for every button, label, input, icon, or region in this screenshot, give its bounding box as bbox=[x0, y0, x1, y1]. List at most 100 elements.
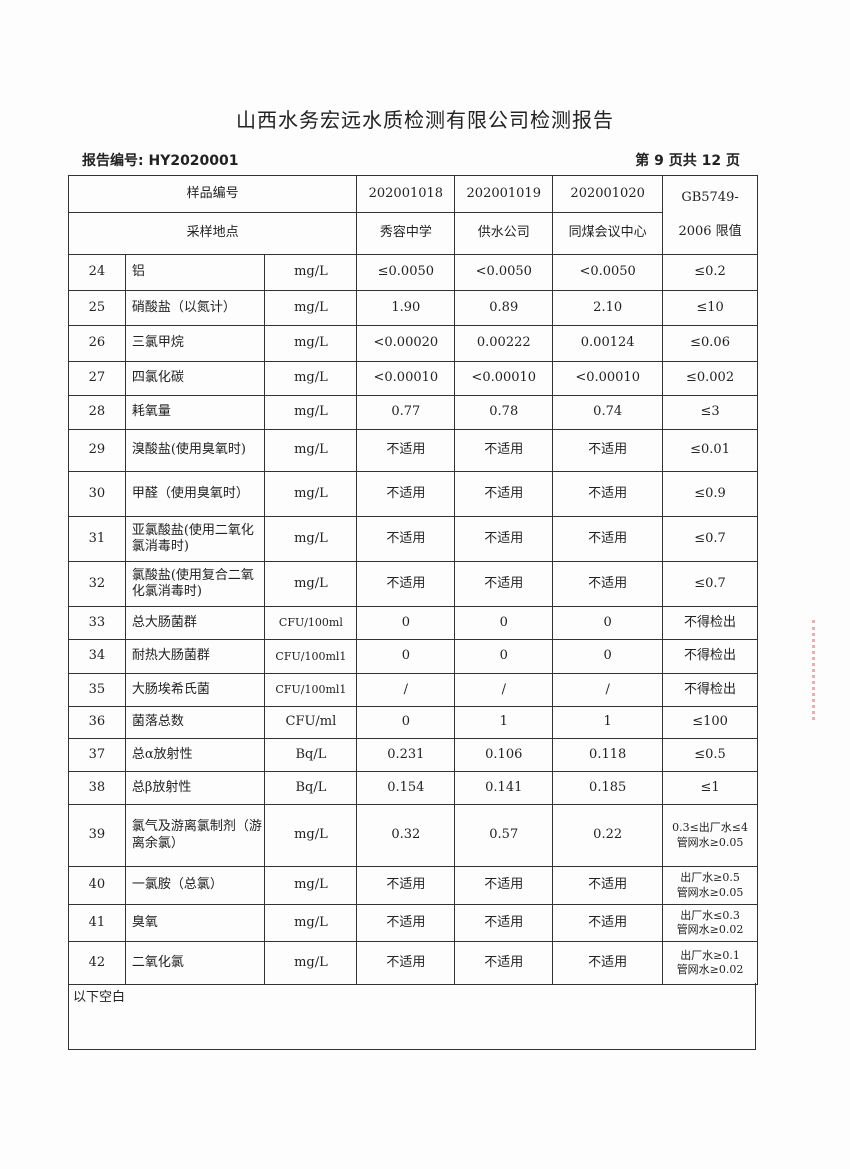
value: 不适用 bbox=[552, 904, 664, 942]
unit: CFU/100ml1 bbox=[264, 673, 358, 707]
value: 0.78 bbox=[454, 395, 554, 430]
value: 0 bbox=[356, 639, 456, 674]
unit: mg/L bbox=[264, 866, 358, 905]
value: 0.141 bbox=[454, 771, 554, 805]
row-number: 34 bbox=[68, 639, 126, 674]
item-name: 菌落总数 bbox=[124, 706, 266, 739]
limit: ≤0.06 bbox=[662, 325, 758, 362]
row-number: 32 bbox=[68, 561, 126, 607]
limit: 出厂水≥0.5 管网水≥0.05 bbox=[662, 866, 758, 905]
row-number: 27 bbox=[68, 361, 126, 396]
table-row: 29 溴酸盐(使用臭氧时) mg/L 不适用 不适用 不适用 ≤0.01 bbox=[68, 429, 758, 472]
value: / bbox=[356, 673, 456, 707]
value: 0.00124 bbox=[552, 325, 664, 362]
value: 0 bbox=[356, 606, 456, 640]
limit: 出厂水≥0.1 管网水≥0.02 bbox=[662, 941, 758, 985]
value: 不适用 bbox=[552, 429, 664, 472]
item-name: 三氯甲烷 bbox=[124, 325, 266, 362]
footer-note: 以下空白 bbox=[73, 990, 126, 1005]
row-number: 30 bbox=[68, 471, 126, 517]
value: 不适用 bbox=[454, 904, 554, 942]
unit: CFU/100ml bbox=[264, 606, 358, 640]
header-row-site: 采样地点 秀容中学 供水公司 同煤会议中心 bbox=[67, 212, 758, 255]
value: <0.00010 bbox=[356, 361, 456, 396]
value: 0.57 bbox=[454, 804, 554, 867]
unit: mg/L bbox=[264, 290, 358, 326]
value: 0.00222 bbox=[454, 325, 554, 362]
limit: ≤0.5 bbox=[662, 738, 758, 772]
value: 0 bbox=[552, 639, 664, 674]
unit: mg/L bbox=[264, 941, 358, 985]
value: 0.154 bbox=[356, 771, 456, 805]
unit: mg/L bbox=[264, 804, 358, 867]
row-number: 40 bbox=[68, 866, 126, 905]
sample-no: 202001020 bbox=[552, 175, 664, 213]
value: 0.77 bbox=[356, 395, 456, 430]
value: <0.0050 bbox=[552, 254, 664, 291]
value: 不适用 bbox=[356, 429, 456, 472]
limit: ≤0.2 bbox=[662, 254, 758, 291]
value: / bbox=[552, 673, 664, 707]
table-row: 27 四氯化碳 mg/L <0.00010 <0.00010 <0.00010 ≤0.002 bbox=[68, 361, 758, 396]
value: 不适用 bbox=[552, 941, 664, 985]
value: <0.0050 bbox=[454, 254, 554, 291]
table-row: 28 耗氧量 mg/L 0.77 0.78 0.74 ≤3 bbox=[68, 395, 758, 430]
unit: Bq/L bbox=[264, 771, 358, 805]
value: 0.118 bbox=[552, 738, 664, 772]
table-row: 40 一氯胺（总氯） mg/L 不适用 不适用 不适用 出厂水≥0.5 管网水≥0.05 bbox=[68, 866, 758, 905]
value: 0.185 bbox=[552, 771, 664, 805]
limit: ≤0.002 bbox=[662, 361, 758, 396]
value: 1 bbox=[552, 706, 664, 739]
table-row: 35 大肠埃希氏菌 CFU/100ml1// / 不得检出 bbox=[68, 673, 758, 707]
sample-no: 202001018 bbox=[356, 175, 456, 213]
row-number: 33 bbox=[68, 606, 126, 640]
row-number: 39 bbox=[68, 804, 126, 867]
limit: ≤0.01 bbox=[662, 429, 758, 472]
value: <0.00010 bbox=[552, 361, 664, 396]
unit: mg/L bbox=[264, 904, 358, 942]
table-row: 30 甲醛（使用臭氧时） mg/L 不适用 不适用 不适用 ≤0.9 bbox=[68, 471, 758, 517]
table-row: 42 二氧化氯 mg/L 不适用 不适用 不适用 出厂水≥0.1 管网水≥0.02 bbox=[68, 941, 758, 985]
table-row: 32 氯酸盐(使用复合二氧化氯消毒时) mg/L 不适用 不适用 不适用 ≤0.7 bbox=[68, 561, 758, 607]
value: 0 bbox=[454, 639, 554, 674]
value: 1 bbox=[454, 706, 554, 739]
value: 不适用 bbox=[552, 561, 664, 607]
item-name: 二氧化氯 bbox=[124, 941, 266, 985]
value: 0.32 bbox=[356, 804, 456, 867]
value: 不适用 bbox=[356, 516, 456, 562]
value: 不适用 bbox=[454, 941, 554, 985]
sample-no: 202001019 bbox=[454, 175, 554, 213]
value: 不适用 bbox=[356, 471, 456, 517]
row-number: 37 bbox=[68, 738, 126, 772]
unit: mg/L bbox=[264, 254, 358, 291]
table-row: 37 总α放射性 Bq/L 0.231 0.106 0.118 ≤0.5 bbox=[68, 738, 758, 772]
limit: ≤100 bbox=[662, 706, 758, 739]
limit: 0.3≤出厂水≤4 管网水≥0.05 bbox=[662, 804, 758, 867]
value: <0.00020 bbox=[356, 325, 456, 362]
unit: mg/L bbox=[264, 429, 358, 472]
table-row: 39 氯气及游离氯制剂（游离余氯） mg/L 0.32 0.57 0.22 0.3≤出厂水≤… bbox=[68, 804, 758, 867]
unit: CFU/ml bbox=[264, 706, 358, 739]
value: 不适用 bbox=[552, 471, 664, 517]
row-number: 28 bbox=[68, 395, 126, 430]
value: 0.89 bbox=[454, 290, 554, 326]
item-name: 总β放射性 bbox=[124, 771, 266, 805]
row-number: 38 bbox=[68, 771, 126, 805]
limit: ≤1 bbox=[662, 771, 758, 805]
value: 0.22 bbox=[552, 804, 664, 867]
unit: mg/L bbox=[264, 361, 358, 396]
table-row: 33 总大肠菌群 CFU/100ml 0 0 0 不得检出 bbox=[68, 606, 758, 640]
table-row: 41 臭氧 mg/L 不适用 不适用 不适用 出厂水≤0.3 管网水≥0.02 bbox=[68, 904, 758, 942]
limit: 不得检出 bbox=[662, 639, 758, 674]
limit: ≤3 bbox=[662, 395, 758, 430]
site: 同煤会议中心 bbox=[552, 212, 664, 255]
item-name: 甲醛（使用臭氧时） bbox=[124, 471, 266, 517]
report-title: 山西水务宏远水质检测有限公司检测报告 bbox=[236, 108, 614, 132]
table-row: 24 铝 mg/L ≤0.0050 <0.0050 <0.0050 ≤0.2 bbox=[68, 254, 758, 291]
item-name: 硝酸盐（以氮计） bbox=[124, 290, 266, 326]
value: 不适用 bbox=[356, 941, 456, 985]
value: ≤0.0050 bbox=[356, 254, 456, 291]
limit: ≤0.7 bbox=[662, 561, 758, 607]
limit: 出厂水≤0.3 管网水≥0.02 bbox=[662, 904, 758, 942]
value: 不适用 bbox=[454, 561, 554, 607]
